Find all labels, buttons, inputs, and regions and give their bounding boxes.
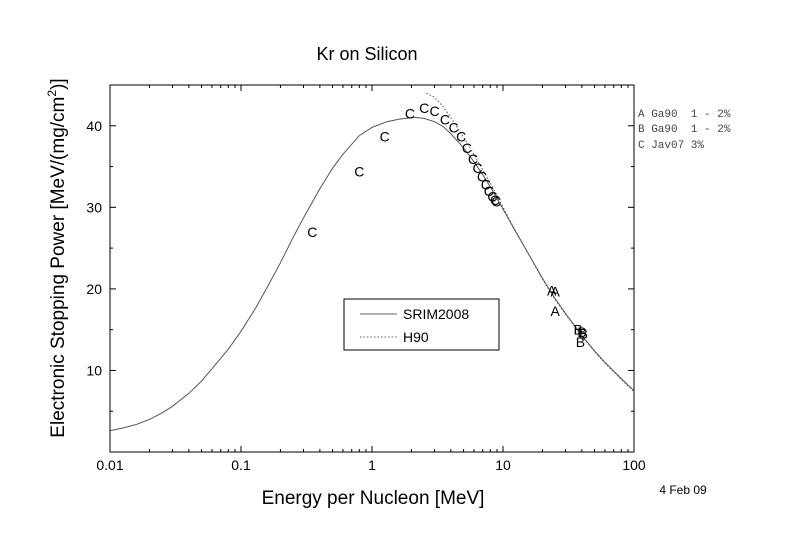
- legend-box: [343, 298, 500, 351]
- reference-key-b: B Ga90 1 - 2%: [638, 124, 731, 136]
- reference-key-a: A Ga90 1 - 2%: [638, 109, 731, 121]
- y-tick-label: 10: [86, 362, 102, 378]
- data-point-c: C: [473, 160, 483, 176]
- y-tick-label: 40: [86, 118, 102, 134]
- y-axis-label: Electronic Stopping Power [MeV/(mg/cm2)]: [45, 78, 69, 437]
- data-point-c: C: [405, 106, 415, 122]
- data-point-c: C: [354, 163, 364, 179]
- data-point-a: A: [550, 303, 560, 319]
- data-point-c: C: [462, 140, 472, 156]
- legend: SRIM2008 H90: [343, 298, 500, 351]
- data-point-c: C: [484, 183, 494, 199]
- x-axis-label: Energy per Nucleon [MeV]: [262, 488, 485, 509]
- data-point-c: C: [419, 100, 429, 116]
- x-tick-label: 10: [495, 457, 511, 473]
- data-point-c: C: [477, 168, 487, 184]
- reference-key: A Ga90 1 - 2% B Ga90 1 - 2% C Jav07 3%: [638, 109, 731, 152]
- data-point-b: B: [574, 322, 583, 338]
- data-point-c: C: [468, 151, 478, 167]
- y-tick-label: 20: [86, 281, 102, 297]
- legend-label-h90: H90: [403, 329, 429, 345]
- data-point-b: B: [579, 326, 588, 342]
- data-point-c: C: [429, 103, 439, 119]
- legend-label-srim2008: SRIM2008: [403, 306, 469, 322]
- data-point-c: C: [380, 128, 390, 144]
- data-point-c: C: [490, 192, 500, 208]
- data-point-a: A: [550, 283, 560, 299]
- data-point-c: C: [440, 111, 450, 127]
- data-point-c: C: [449, 119, 459, 135]
- data-point-b: B: [577, 324, 586, 340]
- y-axis-label-superscript: 2: [45, 90, 59, 97]
- data-point-c: C: [487, 189, 497, 205]
- data-point-c: C: [481, 176, 491, 192]
- y-axis-label-end: )]: [48, 78, 69, 90]
- plot-area: [109, 84, 635, 453]
- date-label: 4 Feb 09: [659, 483, 707, 497]
- data-point-c: C: [307, 224, 317, 240]
- axis-ticks: 0.01 0.1 1 10 100 10 20 30 40: [86, 85, 646, 473]
- data-point-c: C: [491, 194, 501, 210]
- y-axis-label-main: Electronic Stopping Power [MeV/(mg/cm: [48, 97, 69, 438]
- y-tick-label: 30: [86, 199, 102, 215]
- data-point-a: A: [547, 283, 557, 299]
- series-line-h90: [426, 92, 635, 392]
- data-point-b: B: [576, 334, 585, 350]
- chart-title: Kr on Silicon: [316, 44, 417, 64]
- data-point-c: C: [456, 128, 466, 144]
- series-line-srim2008: [109, 117, 635, 432]
- x-tick-label: 0.1: [231, 457, 251, 473]
- x-tick-label: 0.01: [96, 457, 123, 473]
- reference-key-c: C Jav07 3%: [638, 140, 704, 152]
- plot-frame: [109, 84, 635, 453]
- x-tick-label: 1: [368, 457, 376, 473]
- x-tick-label: 100: [622, 457, 646, 473]
